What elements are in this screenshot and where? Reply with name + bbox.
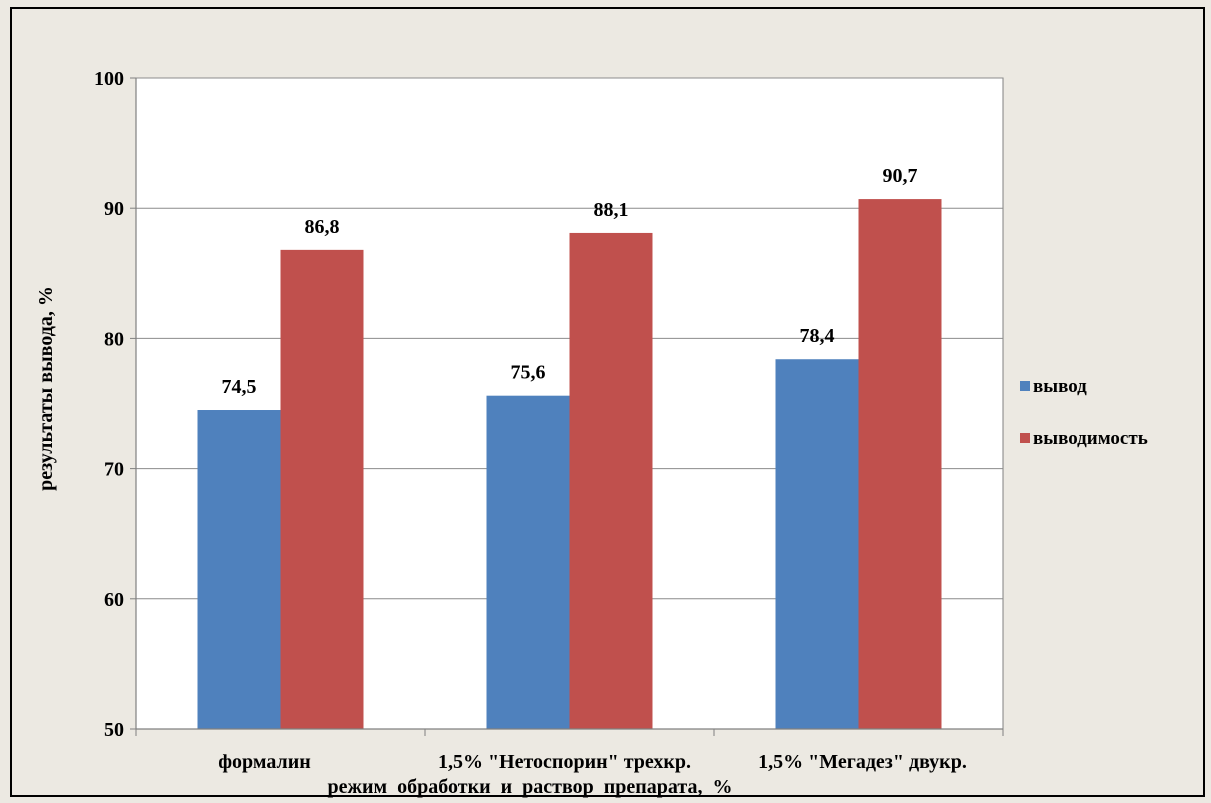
x-category-label: 1,5% "Нетоспорин" трехкр. xyxy=(438,751,691,773)
y-tick-label: 50 xyxy=(104,719,124,741)
data-label: 74,5 xyxy=(222,376,257,398)
bar-vyvodimost xyxy=(858,199,942,729)
x-category-label: формалин xyxy=(218,751,311,773)
bar-vyvod xyxy=(197,410,281,729)
y-tick-label: 80 xyxy=(104,328,124,350)
x-axis-title: режим обработки и раствор препарата, % xyxy=(328,776,733,798)
y-tick-label: 70 xyxy=(104,459,124,481)
bar-vyvod xyxy=(486,395,570,729)
data-label: 88,1 xyxy=(594,199,629,221)
y-axis-title: результаты вывода, % xyxy=(35,286,57,491)
legend: вывод выводимость xyxy=(1020,376,1148,449)
y-tick-label: 100 xyxy=(94,68,124,90)
legend-label: вывод xyxy=(1033,376,1087,397)
axes: 50 60 70 80 90 100 xyxy=(94,68,1004,741)
bars xyxy=(197,199,942,730)
data-label: 75,6 xyxy=(511,362,546,384)
y-tick-label: 90 xyxy=(104,198,124,220)
chart-frame: 50 60 70 80 90 100 74,5 86,8 формалин 75,6 88,1 1,… xyxy=(10,7,1205,798)
bar-chart: 50 60 70 80 90 100 74,5 86,8 формалин 75,6 88,1 1,… xyxy=(35,68,1148,798)
bar-vyvodimost xyxy=(569,232,653,730)
data-label: 86,8 xyxy=(305,216,340,238)
legend-label: выводимость xyxy=(1033,428,1148,449)
data-label: 90,7 xyxy=(883,165,918,187)
x-category-label: 1,5% "Мегадез" двукр. xyxy=(758,751,967,773)
bar-vyvod xyxy=(775,359,859,729)
labels: 74,5 86,8 формалин 75,6 88,1 1,5% "Нетоспорин… xyxy=(218,165,967,773)
data-label: 78,4 xyxy=(800,325,835,347)
y-tick-label: 60 xyxy=(104,589,124,611)
legend-swatch xyxy=(1020,381,1030,391)
bar-vyvodimost xyxy=(280,249,364,729)
legend-swatch xyxy=(1020,433,1030,443)
